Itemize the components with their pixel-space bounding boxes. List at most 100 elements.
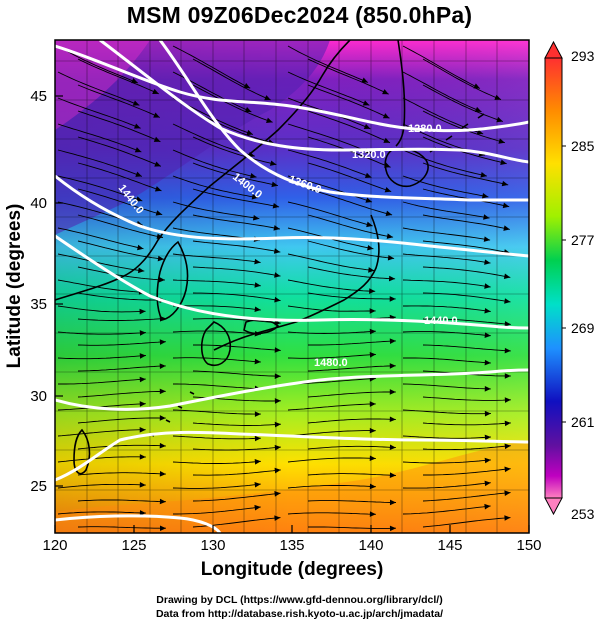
streamline <box>172 435 261 440</box>
streamline <box>287 71 370 106</box>
streamline <box>77 188 163 216</box>
streamline <box>58 378 146 385</box>
streamline-arrowhead <box>369 328 376 335</box>
streamline-arrowhead <box>389 363 396 369</box>
streamline-arrowhead <box>274 491 281 497</box>
streamline-arrowhead <box>385 210 393 217</box>
credit-line-drawing: Drawing by DCL (https://www.gfd-dennou.o… <box>156 594 443 606</box>
streamline <box>307 162 392 193</box>
streamline <box>192 214 280 230</box>
streamline-arrowhead <box>484 359 491 366</box>
streamline <box>77 84 160 118</box>
streamline <box>192 240 281 253</box>
streamline-arrowhead <box>502 202 510 209</box>
streamline <box>402 175 489 198</box>
streamline-arrowhead <box>139 353 146 359</box>
streamline <box>422 188 510 208</box>
streamline <box>77 58 159 95</box>
streamline <box>192 58 271 101</box>
streamline-arrowhead <box>369 352 376 358</box>
streamline <box>57 355 146 360</box>
streamline-arrowhead <box>137 244 144 251</box>
streamline <box>422 492 511 502</box>
x-tick-label: 130 <box>200 537 225 554</box>
streamline <box>402 435 491 439</box>
streamline <box>403 305 491 312</box>
streamline-arrowhead <box>159 442 166 449</box>
streamline-arrowhead <box>139 426 146 433</box>
streamline-arrowhead <box>496 116 503 123</box>
streamline <box>77 136 162 167</box>
streamline <box>172 409 261 415</box>
streamline <box>423 468 511 476</box>
streamline <box>172 357 261 363</box>
streamline-arrowhead <box>254 411 261 417</box>
credit-line-data: Data from http://database.rish.kyoto-u.a… <box>155 608 444 620</box>
streamline-arrowhead <box>473 83 480 89</box>
streamline-arrowhead <box>484 332 491 338</box>
streamline-arrowhead <box>159 339 166 345</box>
streamline-arrowhead <box>389 338 396 344</box>
streamline-arrowhead <box>504 321 511 327</box>
colorbar-label: 269 <box>571 320 595 336</box>
streamline <box>57 227 144 250</box>
streamline-arrowhead <box>480 172 487 178</box>
streamline <box>77 526 166 529</box>
streamline <box>422 396 511 401</box>
streamline <box>57 403 146 411</box>
streamline-arrowhead <box>504 443 511 450</box>
streamline <box>422 240 511 254</box>
streamline-arrowhead <box>254 306 261 313</box>
streamline-arrowhead <box>274 467 281 474</box>
streamline-arrowhead <box>131 78 138 84</box>
streamline <box>77 472 166 476</box>
streamline-arrowhead <box>133 123 141 129</box>
streamline <box>287 457 376 463</box>
contour-label-1280: 1280.0 <box>408 123 442 135</box>
streamline <box>192 370 281 377</box>
streamline-arrowhead <box>159 388 166 395</box>
streamline-arrowhead <box>159 471 166 477</box>
streamline-arrowhead <box>254 481 261 488</box>
streamline-arrowhead <box>139 376 146 383</box>
x-tick-label: 125 <box>121 537 146 554</box>
streamline <box>287 123 372 154</box>
axis-ticks <box>54 95 530 533</box>
streamline <box>402 201 490 219</box>
streamline <box>57 483 146 489</box>
streamline-arrowhead <box>274 515 281 521</box>
streamline <box>422 517 511 528</box>
streamline <box>422 84 504 122</box>
streamline-arrowhead <box>369 308 376 314</box>
streamline-arrowhead <box>494 94 501 100</box>
streamline <box>403 357 491 364</box>
streamline-arrowhead <box>386 233 394 239</box>
streamline-arrowhead <box>264 95 271 101</box>
streamline-arrowhead <box>254 358 261 365</box>
streamline <box>287 353 376 359</box>
streamline <box>57 45 138 84</box>
streamline <box>192 266 281 277</box>
streamline <box>422 266 511 278</box>
streamline-arrowhead <box>474 106 482 113</box>
streamline-arrowhead <box>387 254 395 261</box>
streamline-arrowhead <box>389 296 396 302</box>
streamline <box>192 292 281 302</box>
streamline-arrowhead <box>274 421 281 428</box>
x-axis-title: Longitude (degrees) <box>201 559 384 580</box>
y-tick-label: 35 <box>30 296 47 313</box>
x-tick-label: 150 <box>516 537 541 554</box>
streamline <box>422 58 502 101</box>
streamline <box>402 149 488 177</box>
streamline <box>193 344 281 351</box>
streamline <box>77 341 166 346</box>
streamline-arrowhead <box>504 490 511 496</box>
streamline <box>77 390 166 398</box>
streamline <box>172 45 251 89</box>
streamline <box>77 292 166 301</box>
streamline-arrowhead <box>369 455 376 462</box>
streamline-arrowhead <box>158 276 165 283</box>
streamline <box>307 473 396 476</box>
streamline-arrowhead <box>484 410 491 417</box>
x-tick-label: 140 <box>358 537 383 554</box>
